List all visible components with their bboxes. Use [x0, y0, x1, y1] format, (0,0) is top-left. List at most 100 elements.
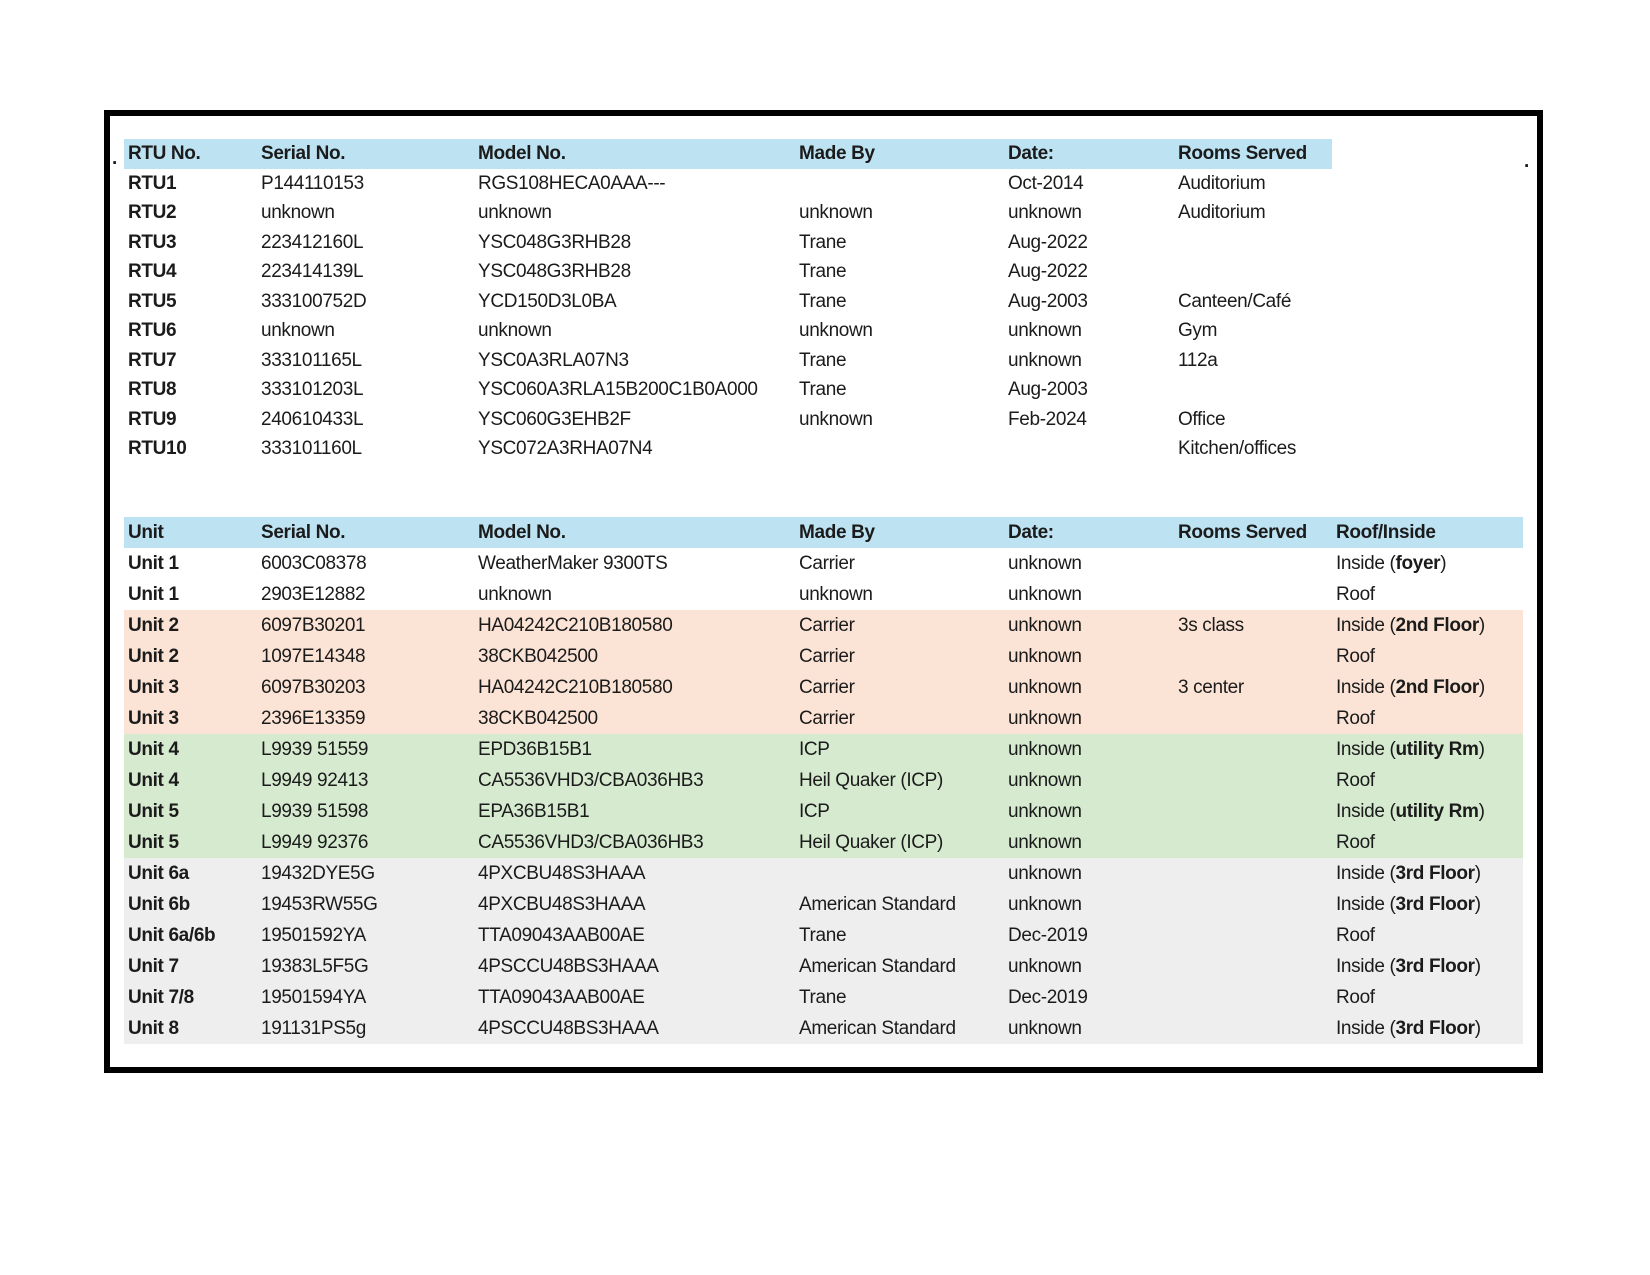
cell-model-no: 4PXCBU48S3HAAA — [478, 862, 646, 884]
unit-header-made-by: Made By — [799, 521, 875, 543]
cell-roof-inside: Inside (2nd Floor) — [1332, 672, 1523, 703]
cell-model-no: unknown — [478, 320, 552, 342]
unit-table-header-row: Unit Serial No. Model No. Made By Date: … — [124, 517, 1523, 548]
unit-header-serial-no: Serial No. — [261, 521, 346, 543]
unit-table-row: Unit 6a/6b 19501592YA TTA09043AAB00AE Tr… — [124, 920, 1523, 951]
cell-unit: Unit 6a/6b — [128, 924, 216, 946]
cell-serial-no: 2396E13359 — [261, 707, 366, 729]
cell-model-no: 4PSCCU48BS3HAAA — [478, 955, 659, 977]
roof-inside-text: Inside ( — [1336, 552, 1396, 574]
cell-serial-no: 6003C08378 — [261, 552, 367, 574]
roof-inside-text-close: ) — [1474, 893, 1481, 915]
roof-inside-text: Inside ( — [1336, 676, 1396, 698]
cell-unit: Unit 6b — [128, 893, 190, 915]
cell-unit: Unit 8 — [128, 1017, 179, 1039]
roof-inside-text-close: ) — [1474, 862, 1481, 884]
cell-date: unknown — [1008, 955, 1082, 977]
cell-roof-inside: Inside (3rd Floor) — [1332, 889, 1523, 920]
cell-model-no: unknown — [478, 202, 552, 224]
cell-unit: Unit 2 — [128, 614, 179, 636]
cell-date: unknown — [1008, 738, 1082, 760]
cell-roof-inside: Roof — [1332, 765, 1523, 796]
roof-inside-bold-text: 3rd Floor — [1395, 955, 1476, 977]
cell-date: Feb-2024 — [1008, 408, 1087, 430]
roof-inside-bold-text: foyer — [1395, 552, 1441, 574]
cell-rooms-served — [1174, 889, 1332, 920]
rtu-table-header-row: RTU No. Serial No. Model No. Made By Dat… — [124, 139, 1332, 169]
unit-header-roof-inside: Roof/Inside — [1336, 521, 1436, 543]
cell-serial-no: 2903E12882 — [261, 583, 366, 605]
cell-model-no: YSC072A3RHA07N4 — [478, 438, 653, 460]
roof-inside-bold-text: 3rd Floor — [1395, 893, 1476, 915]
cell-date: unknown — [1008, 800, 1082, 822]
rtu-table-row: RTU5 333100752D YCD150D3L0BA Trane Aug-2… — [124, 287, 1332, 317]
unit-table-row: Unit 5 L9949 92376 CA5536VHD3/CBA036HB3 … — [124, 827, 1523, 858]
roof-inside-text: Inside ( — [1336, 862, 1396, 884]
cell-model-no: YSC060G3EHB2F — [478, 408, 631, 430]
roof-inside-text: Roof — [1336, 924, 1375, 946]
cell-made-by: Carrier — [799, 676, 855, 698]
cell-made-by: unknown — [799, 202, 873, 224]
roof-inside-bold-text: utility Rm — [1395, 738, 1479, 760]
rtu-header-rtu-no: RTU No. — [128, 143, 201, 164]
unit-table-row: Unit 7/8 19501594YA TTA09043AAB00AE Tran… — [124, 982, 1523, 1013]
roof-inside-text-close: ) — [1478, 614, 1485, 636]
cell-serial-no: 6097B30203 — [261, 676, 366, 698]
rtu-table-row: RTU9 240610433L YSC060G3EHB2F unknown Fe… — [124, 405, 1332, 435]
cell-serial-no: 240610433L — [261, 408, 364, 430]
cell-serial-no: L9939 51559 — [261, 738, 369, 760]
cell-roof-inside: Roof — [1332, 827, 1523, 858]
cell-roof-inside: Inside (utility Rm) — [1332, 796, 1523, 827]
rtu-table-row: RTU8 333101203L YSC060A3RLA15B200C1B0A00… — [124, 376, 1332, 406]
cell-unit: Unit 1 — [128, 583, 179, 605]
rtu-header-serial-no: Serial No. — [261, 143, 346, 164]
unit-table-row: Unit 6b 19453RW55G 4PXCBU48S3HAAA Americ… — [124, 889, 1523, 920]
unit-table-row: Unit 5 L9939 51598 EPA36B15B1 ICP unknow… — [124, 796, 1523, 827]
unit-table-row: Unit 1 6003C08378 WeatherMaker 9300TS Ca… — [124, 548, 1523, 579]
cell-model-no: CA5536VHD3/CBA036HB3 — [478, 769, 704, 791]
cell-serial-no: 19501592YA — [261, 924, 366, 946]
cell-rooms-served — [1174, 765, 1332, 796]
cell-date: unknown — [1008, 349, 1082, 371]
cell-unit: Unit 7/8 — [128, 986, 194, 1008]
roof-inside-text: Roof — [1336, 986, 1375, 1008]
cell-serial-no: 6097B30201 — [261, 614, 366, 636]
cell-rooms-served: 3 center — [1178, 676, 1244, 698]
cell-roof-inside: Roof — [1332, 641, 1523, 672]
cell-rooms-served — [1174, 579, 1332, 610]
cell-date: Oct-2014 — [1008, 172, 1084, 194]
cell-made-by: Heil Quaker (ICP) — [799, 831, 943, 853]
cell-unit: Unit 5 — [128, 800, 179, 822]
rtu-table-row: RTU2 unknown unknown unknown unknown Aud… — [124, 199, 1332, 229]
cell-made-by: Trane — [799, 231, 847, 253]
roof-inside-text: Roof — [1336, 583, 1375, 605]
cell-serial-no: L9939 51598 — [261, 800, 369, 822]
roof-inside-bold-text: 2nd Floor — [1395, 614, 1480, 636]
cell-model-no: CA5536VHD3/CBA036HB3 — [478, 831, 704, 853]
stray-period-left: . — [112, 148, 118, 169]
cell-rtu-no: RTU10 — [128, 438, 187, 460]
cell-made-by: American Standard — [799, 1017, 956, 1039]
roof-inside-text: Roof — [1336, 831, 1375, 853]
cell-rooms-served: Auditorium — [1178, 172, 1266, 194]
cell-made-by: Carrier — [799, 645, 855, 667]
cell-model-no: EPA36B15B1 — [478, 800, 590, 822]
rtu-table-row: RTU6 unknown unknown unknown unknown Gym — [124, 317, 1332, 347]
unit-table-row: Unit 1 2903E12882 unknown unknown unknow… — [124, 579, 1523, 610]
unit-header-unit: Unit — [128, 521, 164, 543]
cell-model-no: unknown — [478, 583, 552, 605]
cell-unit: Unit 4 — [128, 738, 179, 760]
cell-roof-inside: Inside (3rd Floor) — [1332, 951, 1523, 982]
cell-rtu-no: RTU5 — [128, 290, 177, 312]
unit-header-model-no: Model No. — [478, 521, 566, 543]
cell-rtu-no: RTU8 — [128, 379, 177, 401]
cell-unit: Unit 4 — [128, 769, 179, 791]
roof-inside-bold-text: 3rd Floor — [1395, 862, 1476, 884]
cell-made-by: Trane — [799, 261, 847, 283]
unit-header-date: Date: — [1008, 521, 1054, 543]
roof-inside-text: Roof — [1336, 645, 1375, 667]
rtu-table-row: RTU3 223412160L YSC048G3RHB28 Trane Aug-… — [124, 228, 1332, 258]
cell-rooms-served — [1174, 858, 1332, 889]
cell-made-by: Carrier — [799, 707, 855, 729]
cell-date: Dec-2019 — [1008, 924, 1088, 946]
